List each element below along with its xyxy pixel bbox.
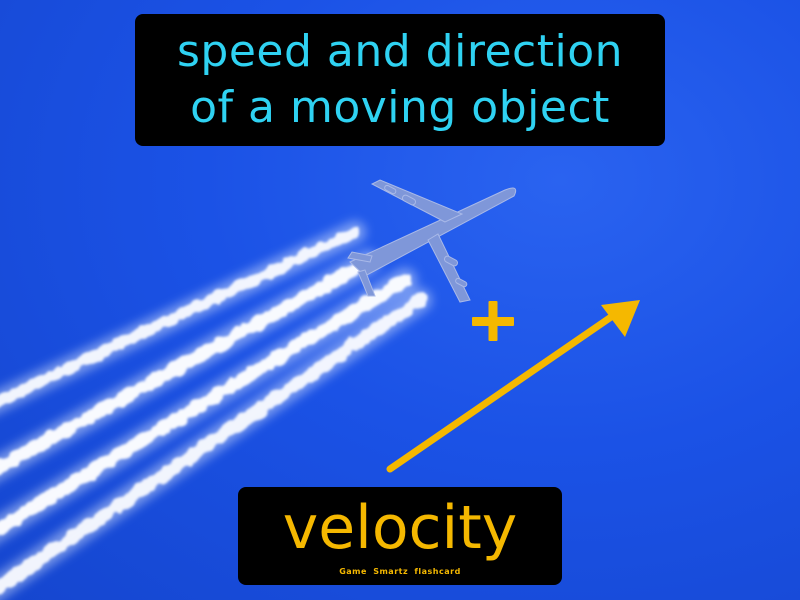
direction-arrow-icon — [386, 300, 640, 473]
contrail — [0, 255, 375, 475]
definition-line-1: speed and direction — [177, 26, 623, 77]
contrail — [0, 293, 427, 595]
contrails — [0, 221, 432, 600]
contrail — [0, 273, 412, 536]
definition-line-2: of a moving object — [190, 82, 610, 133]
definition-panel: speed and direction of a moving object — [135, 14, 665, 146]
term-word: velocity — [282, 493, 518, 563]
brand-label: Game Smartz flashcard — [339, 567, 461, 576]
contrail — [0, 226, 361, 407]
plus-icon — [472, 301, 514, 341]
term-panel: velocity Game Smartz flashcard — [238, 487, 562, 585]
airplane-icon — [347, 179, 517, 303]
